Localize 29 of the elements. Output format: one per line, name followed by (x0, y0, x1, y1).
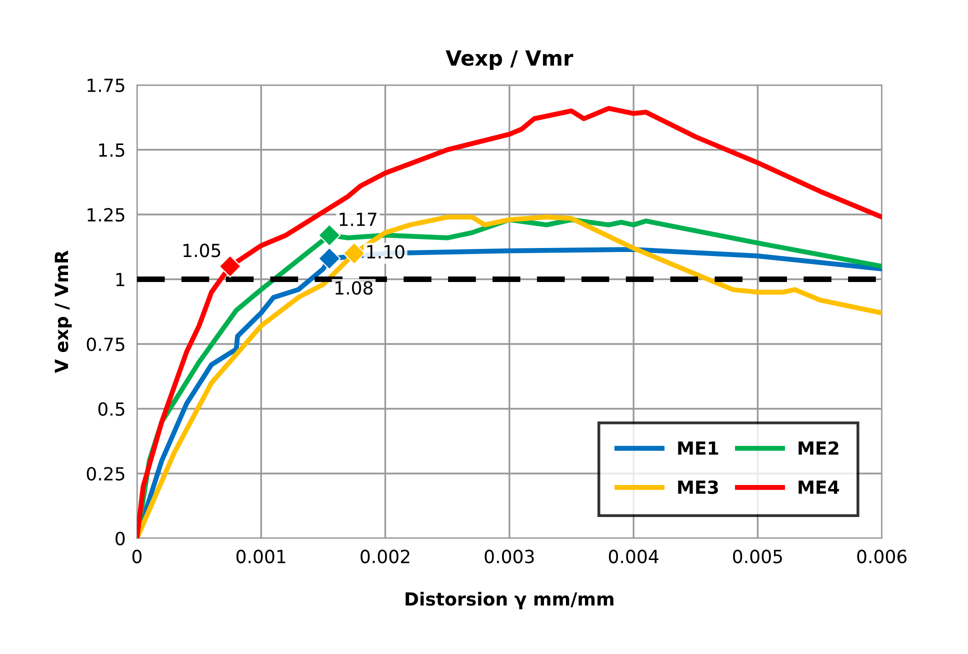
x-tick-label: 0.006 (857, 550, 907, 564)
x-tick-label: 0 (132, 550, 142, 564)
data-label: 1.17 (340, 212, 376, 226)
y-tick-label: 1.75 (88, 78, 124, 92)
x-tick-label: 0.001 (236, 550, 286, 564)
y-tick-label: 0.75 (86, 337, 124, 352)
legend-label: ME4 (798, 480, 840, 494)
point (318, 247, 341, 270)
x-tick-label: 0.004 (608, 550, 658, 564)
y-axis-title: V exp / VmR (54, 250, 72, 374)
y-tick-label: 1.5 (99, 143, 124, 157)
point (218, 254, 242, 278)
y-tick-label: 1 (116, 272, 124, 286)
x-tick-label: 0.005 (733, 550, 782, 564)
y-tick-label: 0.25 (86, 466, 124, 481)
x-axis-title: Distorsion γ mm/mm (406, 592, 614, 610)
x-tick-label: 0.003 (484, 550, 534, 564)
point (318, 224, 341, 247)
data-label: 1.05 (184, 244, 220, 258)
y-tick-label: 0 (116, 532, 125, 546)
legend-label: ME2 (798, 441, 838, 455)
legend-label: ME3 (678, 480, 718, 494)
chart-title: Vexp / Vmr (446, 50, 574, 70)
y-tick-label: 1.25 (88, 208, 124, 222)
y-tick-label: 0.5 (98, 402, 124, 416)
data-label: 1.08 (336, 281, 373, 295)
x-tick-label: 0.002 (360, 550, 410, 564)
point (342, 242, 366, 265)
legend-label: ME1 (678, 442, 718, 455)
